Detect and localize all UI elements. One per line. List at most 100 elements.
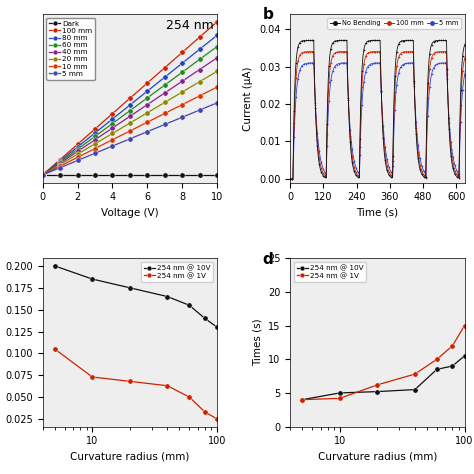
Line: 40 mm: 40 mm xyxy=(40,55,219,178)
Line: 254 nm @ 1V: 254 nm @ 1V xyxy=(300,323,467,402)
Dark xyxy=(92,172,98,178)
40 mm xyxy=(214,55,220,61)
100 mm xyxy=(75,141,81,147)
10 mm xyxy=(40,172,46,178)
Line: Dark: Dark xyxy=(40,172,219,178)
20 mm xyxy=(57,162,63,167)
40 mm xyxy=(145,102,150,108)
Line: 5 mm: 5 mm xyxy=(40,100,219,178)
X-axis label: Voltage (V): Voltage (V) xyxy=(101,208,159,218)
60 mm xyxy=(92,134,98,139)
254 nm @ 1V xyxy=(450,343,456,349)
10 mm xyxy=(162,110,167,116)
60 mm xyxy=(162,82,167,88)
80 mm xyxy=(92,130,98,136)
254 nm @ 10V xyxy=(90,276,95,282)
5 mm xyxy=(109,143,115,149)
Line: 80 mm: 80 mm xyxy=(40,33,219,178)
40 mm xyxy=(127,114,133,119)
X-axis label: Curvature radius (mm): Curvature radius (mm) xyxy=(70,452,190,462)
254 nm @ 1V xyxy=(202,409,208,415)
254 nm @ 10V xyxy=(127,285,133,291)
10 mm xyxy=(214,84,220,90)
10 mm xyxy=(145,119,150,125)
80 mm xyxy=(109,116,115,122)
20 mm xyxy=(127,120,133,126)
Dark xyxy=(109,172,115,178)
Dark xyxy=(40,172,46,178)
60 mm xyxy=(145,95,150,101)
Line: 254 nm @ 1V: 254 nm @ 1V xyxy=(52,346,219,421)
80 mm xyxy=(197,46,202,52)
254 nm @ 10V xyxy=(164,294,170,300)
Dark xyxy=(75,172,81,178)
254 nm @ 10V xyxy=(186,302,192,308)
20 mm xyxy=(214,69,220,74)
254 nm @ 1V xyxy=(186,394,192,400)
100 mm xyxy=(40,172,46,178)
5 mm xyxy=(145,129,150,135)
5 mm xyxy=(197,107,202,113)
40 mm xyxy=(92,137,98,143)
Line: 10 mm: 10 mm xyxy=(40,84,219,178)
254 nm @ 1V xyxy=(300,397,305,402)
10 mm xyxy=(75,155,81,160)
40 mm xyxy=(179,78,185,84)
Dark xyxy=(162,172,167,178)
40 mm xyxy=(109,125,115,131)
254 nm @ 10V xyxy=(337,390,343,396)
100 mm xyxy=(109,111,115,117)
254 nm @ 1V xyxy=(127,379,133,384)
40 mm xyxy=(162,90,167,96)
80 mm xyxy=(214,33,220,38)
Dark xyxy=(197,172,202,178)
254 nm @ 10V xyxy=(214,324,220,330)
5 mm xyxy=(162,122,167,128)
100 mm xyxy=(179,50,185,55)
Line: 254 nm @ 10V: 254 nm @ 10V xyxy=(52,263,219,330)
60 mm xyxy=(197,56,202,62)
100 mm xyxy=(214,19,220,25)
254 nm @ 10V xyxy=(374,389,380,394)
10 mm xyxy=(197,93,202,99)
254 nm @ 10V xyxy=(202,316,208,321)
60 mm xyxy=(57,159,63,165)
10 mm xyxy=(109,137,115,143)
254 nm @ 1V xyxy=(374,382,380,388)
254 nm @ 10V xyxy=(450,363,456,369)
20 mm xyxy=(145,110,150,116)
20 mm xyxy=(162,100,167,105)
40 mm xyxy=(40,172,46,178)
Legend: 254 nm @ 10V, 254 nm @ 1V: 254 nm @ 10V, 254 nm @ 1V xyxy=(141,262,213,282)
Dark xyxy=(179,172,185,178)
80 mm xyxy=(127,102,133,108)
5 mm xyxy=(75,158,81,164)
100 mm xyxy=(197,34,202,40)
10 mm xyxy=(179,102,185,108)
Line: 100 mm: 100 mm xyxy=(40,19,219,178)
254 nm @ 1V xyxy=(462,323,467,328)
40 mm xyxy=(197,67,202,73)
80 mm xyxy=(75,144,81,150)
Line: 60 mm: 60 mm xyxy=(40,44,219,178)
254 nm @ 10V xyxy=(412,387,418,392)
Line: 254 nm @ 10V: 254 nm @ 10V xyxy=(300,353,467,402)
Dark xyxy=(145,172,150,178)
Legend: No Bending, 100 mm, 5 mm: No Bending, 100 mm, 5 mm xyxy=(328,18,461,29)
100 mm xyxy=(57,157,63,163)
100 mm xyxy=(92,126,98,132)
Line: 20 mm: 20 mm xyxy=(40,69,219,178)
60 mm xyxy=(127,108,133,114)
10 mm xyxy=(127,128,133,134)
5 mm xyxy=(214,100,220,106)
20 mm xyxy=(109,131,115,137)
254 nm @ 1V xyxy=(434,356,440,362)
20 mm xyxy=(92,141,98,146)
60 mm xyxy=(75,146,81,152)
254 nm @ 1V xyxy=(337,395,343,401)
Text: b: b xyxy=(262,8,273,22)
254 nm @ 10V xyxy=(52,263,57,269)
10 mm xyxy=(57,163,63,169)
80 mm xyxy=(57,158,63,164)
60 mm xyxy=(40,172,46,178)
